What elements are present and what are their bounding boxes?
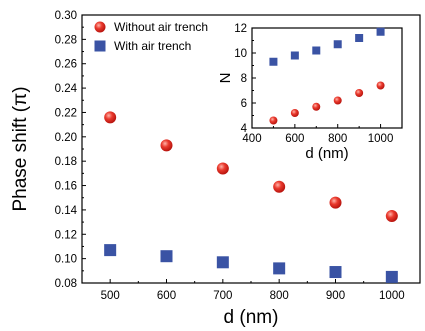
inset-y-tick-label: 10	[234, 48, 247, 60]
legend-item: Without air trench	[94, 20, 208, 34]
inset-x-tick-label: 1000	[368, 133, 394, 145]
inset-circle-point	[269, 116, 278, 125]
circle-point	[216, 162, 229, 175]
y-tick-label: 0.30	[55, 10, 77, 22]
inset-square-point	[333, 40, 342, 49]
square-point	[104, 244, 117, 257]
square-point	[273, 262, 286, 275]
inset-square-point	[269, 57, 278, 66]
legend-label: Without air trench	[114, 20, 208, 34]
y-tick-label: 0.20	[55, 132, 77, 144]
inset-circle-point	[333, 96, 342, 105]
y-tick-label: 0.08	[55, 278, 77, 290]
inset-square-point	[312, 46, 321, 55]
inset-y-tick-label: 12	[234, 23, 247, 35]
square-point	[160, 250, 173, 263]
legend-item: With air trench	[94, 39, 191, 53]
inset-square-point	[355, 34, 364, 42]
inset-frame	[251, 27, 403, 129]
x-tick-label: 800	[270, 290, 289, 302]
circle-point	[273, 180, 286, 193]
y-axis-title: Phase shift (π)	[10, 86, 31, 211]
square-point	[329, 266, 342, 279]
x-axis-title: d (nm)	[224, 307, 279, 328]
inset-y-tick-label: 4	[241, 123, 248, 135]
y-tick-label: 0.22	[55, 107, 77, 119]
y-tick-label: 0.14	[55, 205, 78, 217]
inset-y-axis-title: N	[217, 73, 234, 84]
y-tick-label: 0.26	[55, 59, 77, 71]
y-tick-label: 0.28	[55, 34, 77, 46]
inset-y-tick-label: 8	[241, 73, 247, 85]
legend-label: With air trench	[114, 39, 191, 53]
inset-square-point	[290, 51, 299, 60]
y-tick-label: 0.18	[55, 156, 77, 168]
inset-circle-point	[312, 102, 321, 111]
inset-y-tick-label: 6	[241, 98, 247, 110]
inset-x-tick-label: 600	[285, 133, 304, 145]
x-tick-label: 1000	[379, 290, 405, 302]
circle-point	[329, 196, 342, 209]
circle-point	[385, 210, 398, 222]
inset-x-tick-label: 800	[328, 133, 347, 145]
inset-x-axis-title: d (nm)	[305, 145, 348, 162]
inset-x-tick-label: 400	[242, 133, 261, 145]
square-point	[385, 270, 398, 283]
main-plot: 500 600 700 800 900 1000 0.08 0.10 0.12 0.14 0.16 0…	[10, 10, 421, 328]
inset-square-point	[376, 27, 385, 36]
circle-point	[160, 139, 173, 152]
inset-plot: 400 600 800 1000 4 6 8 10 12 d (nm) N	[217, 23, 403, 162]
y-tick-label: 0.12	[55, 229, 77, 241]
inset-circle-point	[290, 109, 299, 117]
y-tick-label: 0.10	[55, 254, 77, 266]
y-tick-label: 0.16	[55, 181, 77, 193]
inset-circle-point	[376, 81, 385, 90]
x-tick-label: 700	[213, 290, 232, 302]
x-tick-label: 500	[101, 290, 120, 302]
square-point	[216, 256, 229, 269]
x-tick-label: 600	[157, 290, 176, 302]
y-tick-label: 0.24	[55, 83, 78, 95]
x-tick-label: 900	[326, 290, 345, 302]
legend-marker	[94, 21, 106, 33]
legend-marker	[94, 40, 106, 52]
inset-circle-point	[355, 89, 364, 97]
circle-point	[104, 111, 117, 124]
legend: Without air trench With air trench	[94, 20, 208, 53]
